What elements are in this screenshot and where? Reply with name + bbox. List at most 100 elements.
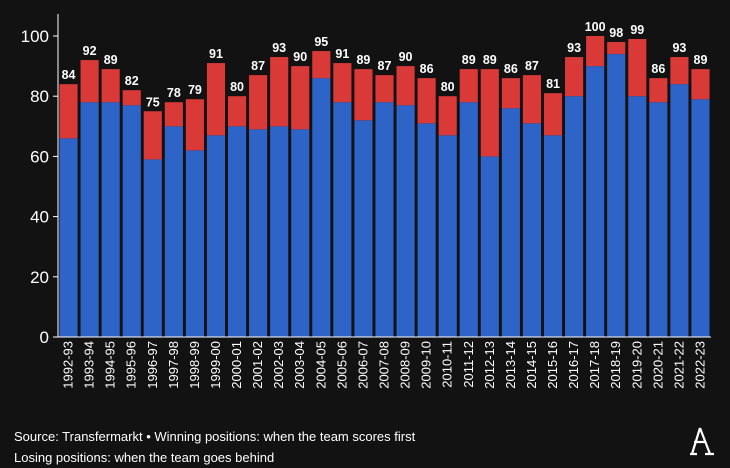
bar-segment-blue-2016-17: [565, 96, 584, 337]
total-label-2010-11: 80: [441, 80, 455, 94]
total-label-2021-22: 93: [672, 41, 686, 55]
bar-segment-blue-1999-00: [206, 135, 226, 337]
bar-segment-blue-2013-14: [501, 108, 520, 338]
x-tick-label-2000-01: 2000-01: [229, 341, 244, 389]
bar-segment-blue-1994-95: [101, 102, 120, 337]
bar-segment-red-2010-11: [438, 96, 457, 136]
total-label-2016-17: 93: [567, 41, 581, 55]
x-tick-label-2007-08: 2007-08: [377, 341, 392, 389]
bar-segment-blue-2003-04: [291, 129, 310, 337]
x-tick-label-2002-03: 2002-03: [271, 341, 286, 389]
total-label-1998-99: 79: [188, 83, 202, 97]
x-tick-label-1999-00: 1999-00: [208, 341, 223, 389]
bar-segment-blue-1997-98: [164, 126, 183, 337]
total-label-2020-21: 86: [651, 62, 665, 76]
x-tick-label-2008-09: 2008-09: [398, 341, 413, 389]
bar-segment-red-1996-97: [143, 111, 162, 160]
bar-segment-blue-2000-01: [227, 126, 247, 337]
stacked-bar-chart: 84 92 89 82 75 78 79 91 80 87 93 90 95 91 89 87 90 86 80 89…: [21, 14, 711, 389]
bar-segment-blue-2006-07: [354, 120, 373, 337]
x-tick-label-2016-17: 2016-17: [566, 341, 581, 389]
bar-segment-red-2007-08: [375, 75, 394, 103]
total-label-1999-00: 91: [209, 47, 223, 61]
y-tick-label-0: 0: [40, 328, 49, 347]
bar-segment-red-2006-07: [354, 69, 373, 121]
x-tick-label-2021-22: 2021-22: [671, 341, 686, 389]
total-label-2019-20: 99: [630, 23, 644, 37]
total-label-1993-94: 92: [83, 44, 97, 58]
athletic-logo-icon: [690, 427, 714, 456]
bar-segment-red-2002-03: [270, 57, 289, 127]
x-tick-label-2014-15: 2014-15: [524, 341, 539, 389]
bar-segment-red-2014-15: [522, 75, 542, 124]
bar-segment-red-1995-96: [122, 90, 141, 106]
bar-segment-blue-2007-08: [375, 102, 394, 337]
bar-segment-blue-2012-13: [480, 156, 499, 337]
total-label-2018-19: 98: [609, 26, 623, 40]
bar-segment-red-2022-23: [691, 69, 710, 100]
bars-layer: [59, 36, 710, 338]
source-line-1: Source: Transfermarkt • Winning position…: [14, 429, 416, 444]
x-tick-label-2019-20: 2019-20: [629, 341, 644, 389]
total-label-2001-02: 87: [251, 59, 265, 73]
x-tick-label-2001-02: 2001-02: [250, 341, 265, 389]
total-label-2007-08: 87: [378, 59, 392, 73]
bar-segment-blue-2011-12: [459, 102, 478, 337]
x-tick-label-2006-07: 2006-07: [355, 341, 370, 389]
bar-segment-blue-2019-20: [628, 96, 647, 337]
total-label-1997-98: 78: [167, 86, 181, 100]
x-tick-label-1993-94: 1993-94: [82, 341, 97, 389]
x-tick-label-2012-13: 2012-13: [482, 341, 497, 389]
total-label-2014-15: 87: [525, 59, 539, 73]
bar-segment-blue-1996-97: [143, 159, 162, 337]
total-labels-layer: 84 92 89 82 75 78 79 91 80 87 93 90 95 91 89 87 90 86 80 89…: [62, 20, 708, 109]
total-label-2022-23: 89: [694, 53, 708, 67]
bar-segment-blue-2022-23: [691, 99, 710, 338]
bar-segment-red-1992-93: [59, 84, 78, 139]
total-label-2012-13: 89: [483, 53, 497, 67]
y-tick-label-100: 100: [21, 27, 49, 46]
total-label-2013-14: 86: [504, 62, 518, 76]
total-label-1995-96: 82: [125, 74, 139, 88]
bar-segment-blue-2001-02: [249, 129, 268, 337]
bar-segment-blue-2017-18: [586, 66, 605, 337]
bar-segment-red-1998-99: [185, 99, 204, 151]
bar-segment-red-2001-02: [249, 75, 268, 130]
bar-segment-red-2011-12: [459, 69, 478, 103]
x-tick-label-2003-04: 2003-04: [292, 341, 307, 389]
bar-segment-blue-2010-11: [438, 135, 457, 337]
bar-segment-red-1999-00: [206, 63, 226, 136]
bar-segment-blue-1998-99: [185, 150, 204, 337]
source-line-2: Losing positions: when the team goes beh…: [14, 450, 275, 465]
total-label-2009-10: 86: [420, 62, 434, 76]
bar-segment-red-1994-95: [101, 69, 120, 103]
bar-segment-red-2012-13: [480, 69, 499, 157]
x-tick-label-1992-93: 1992-93: [61, 341, 76, 389]
x-tick-label-1994-95: 1994-95: [103, 341, 118, 389]
x-tick-label-2009-10: 2009-10: [419, 341, 434, 389]
bar-segment-blue-2008-09: [396, 105, 415, 337]
y-tick-label-60: 60: [30, 147, 49, 166]
source-note: Source: Transfermarkt • Winning position…: [14, 426, 415, 468]
bar-segment-blue-2014-15: [522, 123, 542, 337]
x-tick-label-2005-06: 2005-06: [334, 341, 349, 389]
total-label-2003-04: 90: [293, 50, 307, 64]
y-tick-label-20: 20: [30, 268, 49, 287]
x-tick-label-1998-99: 1998-99: [187, 341, 202, 389]
total-label-2002-03: 93: [272, 41, 286, 55]
bar-segment-red-2018-19: [607, 42, 626, 55]
bar-segment-red-1993-94: [80, 60, 99, 103]
x-tick-label-2004-05: 2004-05: [313, 341, 328, 389]
total-label-2006-07: 89: [356, 53, 370, 67]
axes-layer: 1992-93 1993-94 1994-95 1995-96 1996-97 1997-…: [21, 14, 711, 389]
bar-segment-red-2009-10: [417, 78, 436, 124]
x-tick-label-2015-16: 2015-16: [545, 341, 560, 389]
x-tick-label-2010-11: 2010-11: [440, 341, 455, 388]
total-label-2015-16: 81: [546, 77, 560, 91]
x-tick-label-1996-97: 1996-97: [145, 341, 160, 389]
bar-segment-blue-2009-10: [417, 123, 436, 337]
bar-segment-red-2019-20: [628, 39, 647, 97]
x-tick-label-1997-98: 1997-98: [166, 341, 181, 389]
bar-segment-red-2016-17: [565, 57, 584, 97]
bar-segment-blue-2021-22: [670, 84, 689, 337]
